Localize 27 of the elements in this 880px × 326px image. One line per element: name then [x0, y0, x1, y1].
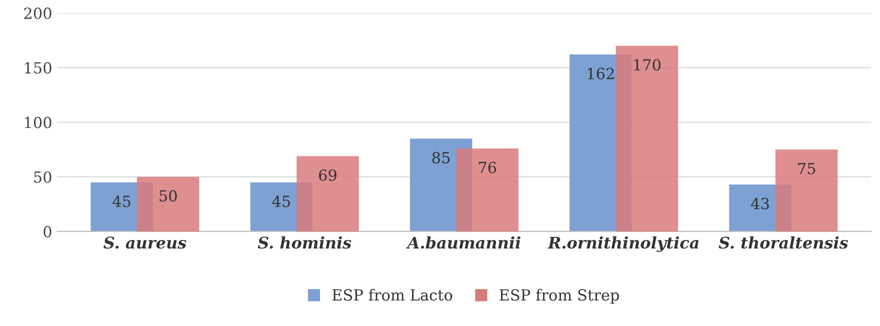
data-label: 85 — [432, 152, 450, 164]
bar — [137, 176, 200, 232]
y-tick-label: 50 — [34, 171, 52, 183]
bar — [296, 156, 359, 232]
bar — [616, 46, 678, 232]
y-tick-label: 150 — [25, 62, 52, 74]
bar — [775, 150, 838, 232]
data-label: 162 — [588, 68, 614, 80]
data-label: 45 — [112, 196, 130, 208]
y-tick-label: 200 — [24, 8, 52, 20]
data-label: 76 — [478, 162, 496, 174]
data-label: 43 — [751, 198, 769, 210]
data-label: 50 — [160, 190, 177, 202]
x-tick-label: S. thoraltensis — [718, 236, 848, 249]
x-tick-label: R.ornithinolytica — [548, 236, 699, 252]
x-tick-label: S. hominis — [258, 236, 352, 249]
data-label: 170 — [634, 59, 661, 71]
data-label: 69 — [319, 169, 336, 181]
data-label: 75 — [798, 163, 816, 174]
x-tick-label: S. aureus — [104, 236, 186, 249]
data-label: 45 — [272, 196, 290, 208]
legend-label: ESP from Lacto — [332, 288, 452, 301]
legend-label: ESP from Strep — [500, 288, 619, 304]
x-tick-label: A.baumannii — [406, 236, 520, 249]
bar — [456, 148, 518, 232]
y-tick-label: 0 — [44, 226, 52, 238]
y-tick-label: 100 — [25, 116, 52, 128]
